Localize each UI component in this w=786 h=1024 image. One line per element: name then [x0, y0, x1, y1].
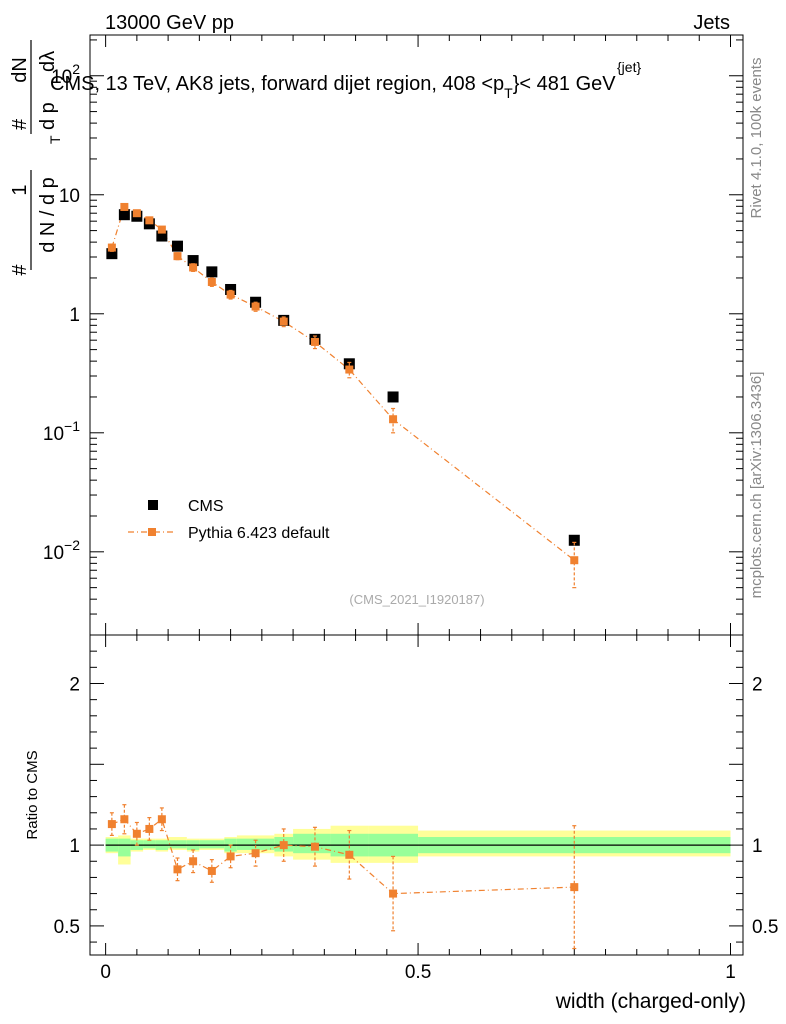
cms-data-point [106, 248, 118, 260]
ratio-tick-label: 2 [69, 674, 80, 695]
ratio-tick-label-right: 1 [752, 836, 763, 857]
title-sub: T [504, 85, 513, 101]
ratio-mc-point [345, 850, 354, 859]
y-tick-label: 10−1 [43, 418, 80, 445]
main-frame [89, 34, 744, 636]
ylabel-hash-2: # [9, 118, 31, 130]
legend: CMS Pythia 6.423 default [128, 498, 330, 542]
y-tick-label: 1 [69, 305, 80, 326]
ylabel-numerator: dN [9, 57, 31, 83]
mc-point [570, 556, 579, 565]
mc-point [251, 302, 260, 311]
analysis-watermark: (CMS_2021_I1920187) [349, 592, 484, 607]
ylabel-dp: d p [37, 102, 59, 130]
cms-data-point [206, 266, 218, 278]
ratio-band-inner [118, 838, 131, 857]
header-right: Jets [693, 12, 730, 34]
main-plot [106, 202, 580, 589]
legend-mc-marker [148, 528, 156, 536]
mc-point [189, 263, 198, 272]
y-tick-label: 10−2 [43, 537, 80, 564]
x-tick-label: 0.5 [405, 962, 431, 983]
mc-point [157, 225, 166, 234]
ratio-tick-label-right: 0.5 [752, 917, 778, 938]
axis-ticks: 0 0.5 1 102 10 1 10−1 10−2 0.5 0.5 1 1 2 2 [43, 35, 778, 983]
title-suffix: }< 481 GeV [513, 73, 617, 95]
mc-point [226, 290, 235, 299]
ratio-mc-point [189, 857, 198, 866]
ratio-mc-point [173, 865, 182, 874]
ratio-mc-point [157, 815, 166, 824]
ratio-tick-label: 0.5 [54, 917, 80, 938]
ratio-bands [105, 825, 731, 865]
ratio-band-inner [236, 838, 275, 850]
ratio-mc-point [251, 849, 260, 858]
cms-data-point [387, 391, 399, 403]
ratio-mc-point [310, 842, 319, 851]
mc-point [310, 337, 319, 346]
x-tick-label: 1 [725, 962, 736, 983]
plot-title: CMS, 13 TeV, AK8 jets, forward dijet reg… [50, 73, 616, 101]
ratio-mc-point [389, 889, 398, 898]
legend-mc-label: Pythia 6.423 default [188, 525, 330, 542]
ylabel-one: 1 [9, 184, 31, 195]
main-ylabel: # 1 d N / d p dN T # d p dλ [9, 40, 63, 276]
ylabel-hash-top: # [9, 264, 31, 276]
ylabel-dlambda: dλ [37, 51, 59, 72]
mc-point [132, 209, 141, 218]
cms-data-point [118, 209, 130, 221]
header-left: 13000 GeV pp [105, 12, 234, 34]
ratio-band-inner [143, 840, 156, 849]
ratio-frame [89, 634, 744, 956]
ratio-mc-point [279, 841, 288, 850]
mc-point [107, 243, 116, 252]
ratio-mc-point [226, 852, 235, 861]
ratio-mc-point [120, 815, 129, 824]
ratio-ylabel: Ratio to CMS [24, 750, 41, 839]
mcplots-label: mcplots.cern.ch [arXiv:1306.3436] [748, 372, 765, 599]
ratio-mc-point [207, 866, 216, 875]
y-tick-label: 10 [59, 186, 80, 207]
mc-point [389, 415, 398, 424]
cms-data-point [171, 240, 183, 252]
x-tick-label: 0 [100, 962, 111, 983]
title-sup: {jet} [617, 59, 641, 75]
cms-data-point [156, 230, 168, 242]
cms-data-point [568, 534, 580, 546]
legend-data-label: CMS [188, 498, 224, 515]
cms-data-point [225, 283, 237, 295]
title-prefix: CMS, 13 TeV, AK8 jets, forward dijet reg… [50, 73, 504, 95]
mc-point [145, 216, 154, 225]
x-axis-label: width (charged-only) [555, 990, 746, 1013]
ratio-tick-label: 1 [69, 836, 80, 857]
ylabel-denominator: d N / d p [37, 177, 59, 253]
ratio-band-inner [168, 840, 187, 849]
ratio-mc-point [145, 824, 154, 833]
rivet-label: Rivet 4.1.0, 100k events [748, 58, 765, 219]
ratio-plot [107, 804, 579, 950]
ratio-mc-point [570, 883, 579, 892]
mc-point [279, 317, 288, 326]
mc-point [120, 202, 129, 211]
y-tick-label: 102 [51, 61, 80, 88]
ratio-band-inner [199, 840, 225, 849]
cms-data-point [187, 255, 199, 267]
ylabel-sub-T: T [47, 135, 63, 144]
legend-data-marker [148, 500, 158, 510]
mc-point [207, 277, 216, 286]
ratio-mc-point [132, 829, 141, 838]
mc-point [345, 365, 354, 374]
mc-point [173, 252, 182, 261]
ratio-tick-label-right: 2 [752, 674, 763, 695]
ratio-mc-point [107, 820, 116, 829]
